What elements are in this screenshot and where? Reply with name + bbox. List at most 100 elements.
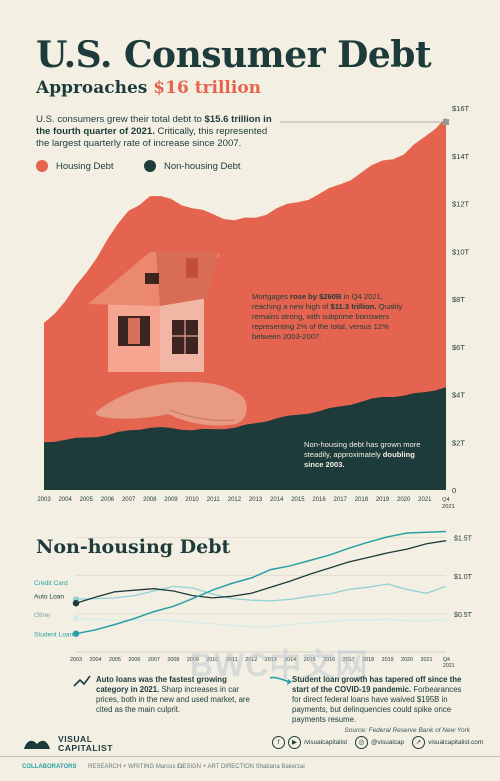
auto-loan-note: Auto loans was the fastest growing categ… (96, 675, 261, 715)
x-tick-label: 2003 (37, 497, 51, 503)
x-tick-label: 2019 (376, 497, 390, 503)
line-chart-x-tick: 2007 (148, 657, 160, 663)
line-chart-x-tick: 2008 (167, 657, 179, 663)
house-chimney (186, 258, 198, 278)
house-window-pane (128, 318, 140, 344)
nonhousing-chart-title: Non-housing Debt (36, 536, 231, 558)
line-chart-y-tick: $1.0T (454, 574, 473, 581)
line-chart-x-tick: 2012 (245, 657, 257, 663)
line-chart-x-tick: 2014 (284, 657, 296, 663)
legend-housing-swatch (36, 160, 48, 172)
social-handle-2[interactable]: @visualcap (370, 739, 405, 746)
intro-part-2: Critically, this represented the largest… (36, 126, 268, 149)
y-tick-label: $16T (452, 104, 470, 113)
brand-logo: VISUAL CAPITALIST (22, 735, 113, 753)
x-tick-label: 2021 (442, 504, 455, 510)
subtitle-prefix: Approaches (36, 78, 154, 98)
house-roof-right (156, 252, 218, 306)
x-tick-label: 2007 (122, 497, 136, 503)
line-series-label: Auto Loan (34, 594, 64, 601)
nonhousing-annotation: Non-housing debt has grown more steadily… (304, 440, 432, 470)
line-chart-x-tick: 2019 (382, 657, 394, 663)
legend-housing-label: Housing Debt (56, 160, 114, 172)
house-base (104, 371, 200, 379)
y-tick-label: $4T (452, 391, 465, 400)
line-series-auto-loan (75, 540, 447, 604)
legend-housing: Housing Debt (36, 160, 114, 172)
x-tick-label: 2013 (249, 497, 263, 503)
trend-flat-arrowhead (287, 679, 292, 685)
footer-bar: COLLABORATORS RESEARCH + WRITING Marcus … (0, 756, 500, 781)
x-tick-label: 2005 (80, 497, 94, 503)
line-chart-x-tick: 2015 (304, 657, 316, 663)
legend-nonhousing-swatch (144, 160, 156, 172)
facebook-icon[interactable]: f (272, 736, 285, 749)
hand-thumb-line (169, 409, 235, 422)
credits-design: DESIGN + ART DIRECTION Shabana Bakerzai (178, 764, 305, 770)
youtube-icon[interactable]: ▶ (288, 736, 301, 749)
mortgage-annotation: Mortgages rose by $260B in Q4 2021, reac… (252, 292, 412, 342)
mortgage-text-1: Mortgages (252, 292, 290, 301)
line-chart-x-tick: 2004 (89, 657, 101, 663)
social-handle-1[interactable]: /visualcapitalist (304, 739, 347, 746)
line-series-label: Other (34, 612, 51, 619)
line-series-credit-card (75, 583, 447, 602)
instagram-icon[interactable]: ◎ (354, 736, 368, 749)
house-attic-window (145, 273, 159, 284)
x-tick-label: 2016 (312, 497, 326, 503)
source-text: Source: Federal Reserve Bank of New York (344, 727, 470, 734)
collaborators-label: COLLABORATORS (22, 764, 77, 770)
line-series-other (75, 617, 447, 628)
x-tick-label: 2021 (418, 497, 432, 503)
hand-illustration (95, 381, 247, 426)
line-chart-x-tick: 2006 (128, 657, 140, 663)
nonhousing-text: Non-housing debt has grown more steadily… (304, 440, 421, 459)
y-tick-label: $2T (452, 438, 465, 447)
line-chart-x-tick: 2017 (343, 657, 355, 663)
y-tick-label: 0 (452, 486, 456, 495)
line-series-student-loan (75, 530, 447, 635)
line-chart-y-tick: $1.5T (454, 536, 473, 543)
mortgage-bold-1: rose by $260B (290, 292, 342, 301)
y-tick-label: $14T (452, 152, 470, 161)
line-series-start-dot (72, 615, 80, 622)
mortgage-text-3: Quality remains strong, with subprime bo… (252, 302, 403, 341)
y-tick-label: $10T (452, 247, 470, 256)
x-tick-label: 2004 (58, 497, 72, 503)
total-leader-marker (443, 119, 449, 125)
social-links: f ▶ /visualcapitalist ◎ @visualcap ➚ vis… (272, 736, 483, 749)
student-note-bold: Student loan growth has tapered off sinc… (292, 675, 462, 694)
x-tick-label: 2008 (143, 497, 157, 503)
y-tick-label: $12T (452, 200, 470, 209)
cursor-icon[interactable]: ➚ (412, 736, 426, 749)
x-tick-label: 2018 (355, 497, 369, 503)
x-tick-label: 2014 (270, 497, 284, 503)
credits-research: RESEARCH + WRITING Marcus Lu (88, 764, 184, 770)
line-chart-x-tick: 2003 (70, 657, 82, 663)
line-chart-x-tick: 2005 (109, 657, 121, 663)
mortgage-text-2: in Q4 2021, reaching a new high of (252, 292, 383, 311)
line-chart-x-tick: 2021 (443, 663, 455, 669)
intro-text: U.S. consumers grew their total debt to … (36, 114, 276, 150)
page-title: U.S. Consumer Debt (36, 34, 432, 76)
y-tick-label: $6T (452, 343, 465, 352)
line-series-start-dot (72, 630, 80, 637)
brand-line-1: VISUAL (58, 734, 93, 744)
line-chart-x-tick: 2009 (187, 657, 199, 663)
nonhousing-area (44, 387, 446, 490)
auto-note-bold: Auto loans was the fastest growing categ… (96, 675, 227, 694)
line-chart-x-tick: 2013 (265, 657, 277, 663)
subtitle-highlight: $16 trillion (153, 78, 262, 98)
line-series-label: Student Loan (34, 632, 74, 639)
x-tick-label: 2015 (291, 497, 305, 503)
website-link[interactable]: visualcapitalist.com (428, 739, 484, 746)
student-loan-note: Student loan growth has tapered off sinc… (292, 675, 467, 725)
x-tick-label: 2009 (164, 497, 178, 503)
trend-up-icon (73, 675, 91, 687)
line-chart-x-tick: 2020 (401, 657, 413, 663)
line-series-label: Credit Card (34, 580, 68, 587)
legend-nonhousing-label: Non-housing Debt (164, 160, 241, 172)
line-series-start-dot (72, 600, 80, 607)
